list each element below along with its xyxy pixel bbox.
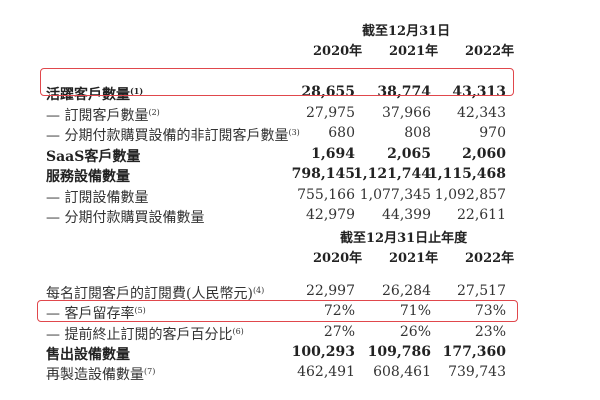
row-label-text: — 提前終止訂閱的客戶百分比 <box>46 326 233 343</box>
table-row: 服務設備數量 798,145 1,121,744 1,115,468 <box>0 166 600 186</box>
footnote-marker: (5) <box>134 306 146 316</box>
cell-value: 26,284 <box>382 283 431 299</box>
footnote-marker: (6) <box>232 326 244 336</box>
cell-value: 44,399 <box>382 207 431 223</box>
row-label: — 分期付款購買設備數量 <box>46 207 204 227</box>
table-row: — 分期付款購買設備數量 42,979 44,399 22,611 <box>0 207 600 227</box>
row-label: SaaS客戶數量 <box>46 146 140 166</box>
year-header: 2020年 <box>313 44 363 59</box>
year-header: 2020年 <box>313 251 363 266</box>
cell-value: 1,115,468 <box>428 166 506 182</box>
table-row: — 分期付款購買設備的非訂閱客戶數量(3) 680 808 970 <box>0 125 600 145</box>
table-row: 售出設備數量 100,293 109,786 177,360 <box>0 344 600 364</box>
row-label-text: — 分期付款購買設備的非訂閱客戶數量 <box>46 128 289 144</box>
highlight-box-active-customers <box>40 68 514 96</box>
cell-value: 808 <box>404 125 431 141</box>
row-label: — 分期付款購買設備的非訂閱客戶數量(3) <box>46 125 300 145</box>
cell-value: 1,694 <box>311 145 355 162</box>
row-label-text: — 訂閱設備數量 <box>46 189 149 206</box>
year-header: 2021年 <box>389 251 439 266</box>
footnote-marker: (2) <box>148 107 160 117</box>
row-label-text: 服務設備數量 <box>46 169 130 185</box>
cell-value: 798,145 <box>291 166 355 182</box>
table-row: — 客戶留存率(5) 72% 71% 73% <box>0 303 600 323</box>
cell-value: 462,491 <box>297 364 355 381</box>
cell-value: 42,343 <box>457 104 506 121</box>
year-header: 2021年 <box>389 44 439 59</box>
table-row: SaaS客戶數量 1,694 2,065 2,060 <box>0 146 600 166</box>
cell-value: 100,293 <box>291 343 355 360</box>
cell-value: 109,786 <box>367 343 431 360</box>
cell-value: 1,077,345 <box>359 186 431 203</box>
row-label: 再製造設備數量(7) <box>46 364 155 384</box>
row-label: 服務設備數量 <box>46 166 130 186</box>
cell-value: 970 <box>479 125 506 141</box>
table-row: 再製造設備數量(7) 462,491 608,461 739,743 <box>0 364 600 384</box>
cell-value: 608,461 <box>373 364 431 381</box>
cell-value: 755,166 <box>297 186 355 203</box>
year-header: 2022年 <box>465 44 515 59</box>
row-label: — 訂閱設備數量 <box>46 187 148 207</box>
row-label: 售出設備數量 <box>46 344 130 364</box>
table-row: — 訂閱客戶數量(2) 27,975 37,966 42,343 <box>0 105 600 125</box>
footnote-marker: (1) <box>130 86 144 96</box>
cell-value: 37,966 <box>382 104 431 121</box>
row-label-text: — 客戶留存率 <box>46 306 135 323</box>
row-label-text: SaaS客戶數量 <box>46 148 141 165</box>
cell-value: 22,611 <box>457 207 506 223</box>
cell-value: 27,975 <box>306 104 355 121</box>
row-label: — 提前終止訂閱的客戶百分比(6) <box>46 324 244 344</box>
cell-value: 1,092,857 <box>434 186 506 203</box>
cell-value: 27,517 <box>457 283 506 299</box>
section2-header: 截至12月31日止年度 <box>340 231 468 246</box>
cell-value: 26% <box>399 323 431 340</box>
cell-value: 739,743 <box>448 364 506 381</box>
cell-value: 72% <box>323 303 355 320</box>
footnote-marker: (3) <box>288 128 300 137</box>
row-label: — 客戶留存率(5) <box>46 303 146 323</box>
cell-value: 22,997 <box>306 283 355 299</box>
row-label-text: 再製造設備數量 <box>46 367 144 384</box>
row-label-text: 售出設備數量 <box>46 346 130 363</box>
footnote-marker: (7) <box>144 367 156 377</box>
year-header: 2022年 <box>465 251 515 266</box>
cell-value: 38,774 <box>377 84 431 100</box>
cell-value: 23% <box>474 323 506 340</box>
row-label: — 訂閱客戶數量(2) <box>46 105 160 125</box>
row-label-text: 每名訂閱客戶的訂閱費(人民幣元) <box>46 286 253 302</box>
cell-value: 28,655 <box>301 84 355 100</box>
row-label-text: — 訂閱客戶數量 <box>46 107 149 124</box>
cell-value: 2,065 <box>387 145 431 162</box>
cell-value: 71% <box>399 303 431 320</box>
row-label-text: — 分期付款購買設備數量 <box>46 210 205 226</box>
cell-value: 680 <box>328 125 355 141</box>
table-row: — 訂閱設備數量 755,166 1,077,345 1,092,857 <box>0 187 600 207</box>
cell-value: 177,360 <box>442 343 506 360</box>
cell-value: 43,313 <box>452 84 506 100</box>
section1-header: 截至12月31日 <box>362 24 451 39</box>
highlight-box-retention-rate <box>37 300 518 322</box>
cell-value: 42,979 <box>306 207 355 223</box>
table-row: 每名訂閱客戶的訂閱費(人民幣元)(4) 22,997 26,284 27,517 <box>0 283 600 303</box>
cell-value: 73% <box>474 303 506 320</box>
cell-value: 27% <box>323 323 355 340</box>
table-row: 活躍客戶數量(1) 28,655 38,774 43,313 <box>0 84 600 104</box>
row-label: 每名訂閱客戶的訂閱費(人民幣元)(4) <box>46 283 264 303</box>
table-row: — 提前終止訂閱的客戶百分比(6) 27% 26% 23% <box>0 324 600 344</box>
cell-value: 2,060 <box>462 145 506 162</box>
cell-value: 1,121,744 <box>353 166 431 182</box>
footnote-marker: (4) <box>252 286 265 295</box>
